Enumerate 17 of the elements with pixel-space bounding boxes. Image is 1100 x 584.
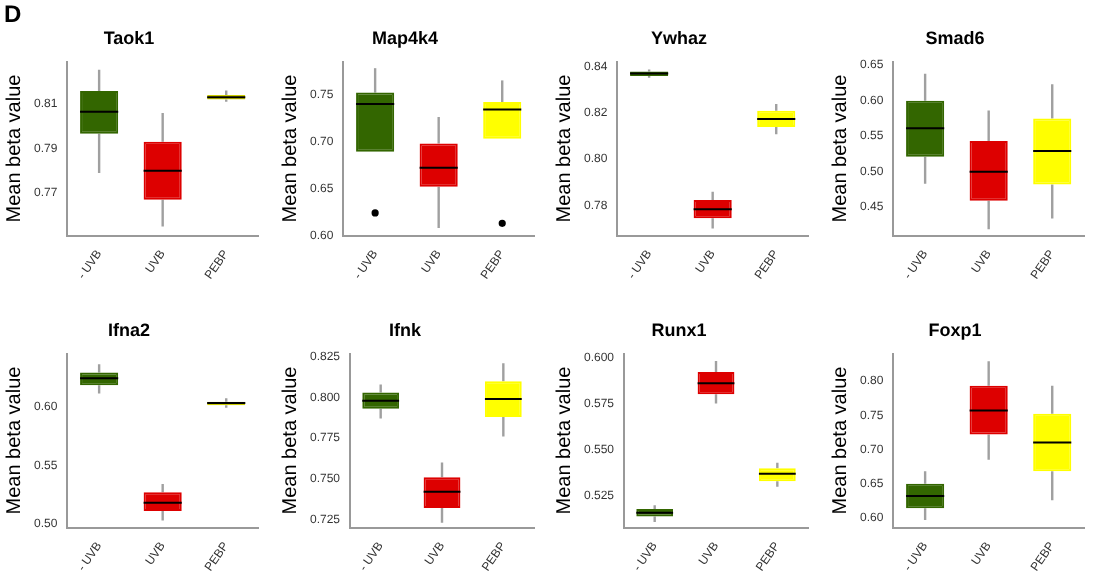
y-axis-title: Mean beta value [553, 365, 576, 515]
chart-title: Ifna2 [107, 319, 151, 340]
y-axis-title: Mean beta value [828, 365, 851, 515]
chart-title: Foxp1 [927, 319, 981, 340]
y-axis-title: Mean beta value [3, 73, 26, 223]
chart-title: Runx1 [651, 319, 707, 340]
chart-title: Ifnk [387, 319, 422, 340]
y-axis-title: Mean beta value [553, 73, 576, 223]
text: D [4, 0, 22, 28]
chart-title: Map4k4 [370, 27, 438, 48]
chart-title: Taok1 [103, 27, 155, 48]
y-axis-title: Mean beta value [3, 365, 26, 515]
chart-title: Smad6 [924, 27, 984, 48]
y-axis-title: Mean beta value [278, 365, 301, 515]
y-axis-title: Mean beta value [828, 73, 851, 223]
chart-title: Ywhaz [650, 27, 708, 48]
y-axis-title: Mean beta value [278, 73, 301, 223]
